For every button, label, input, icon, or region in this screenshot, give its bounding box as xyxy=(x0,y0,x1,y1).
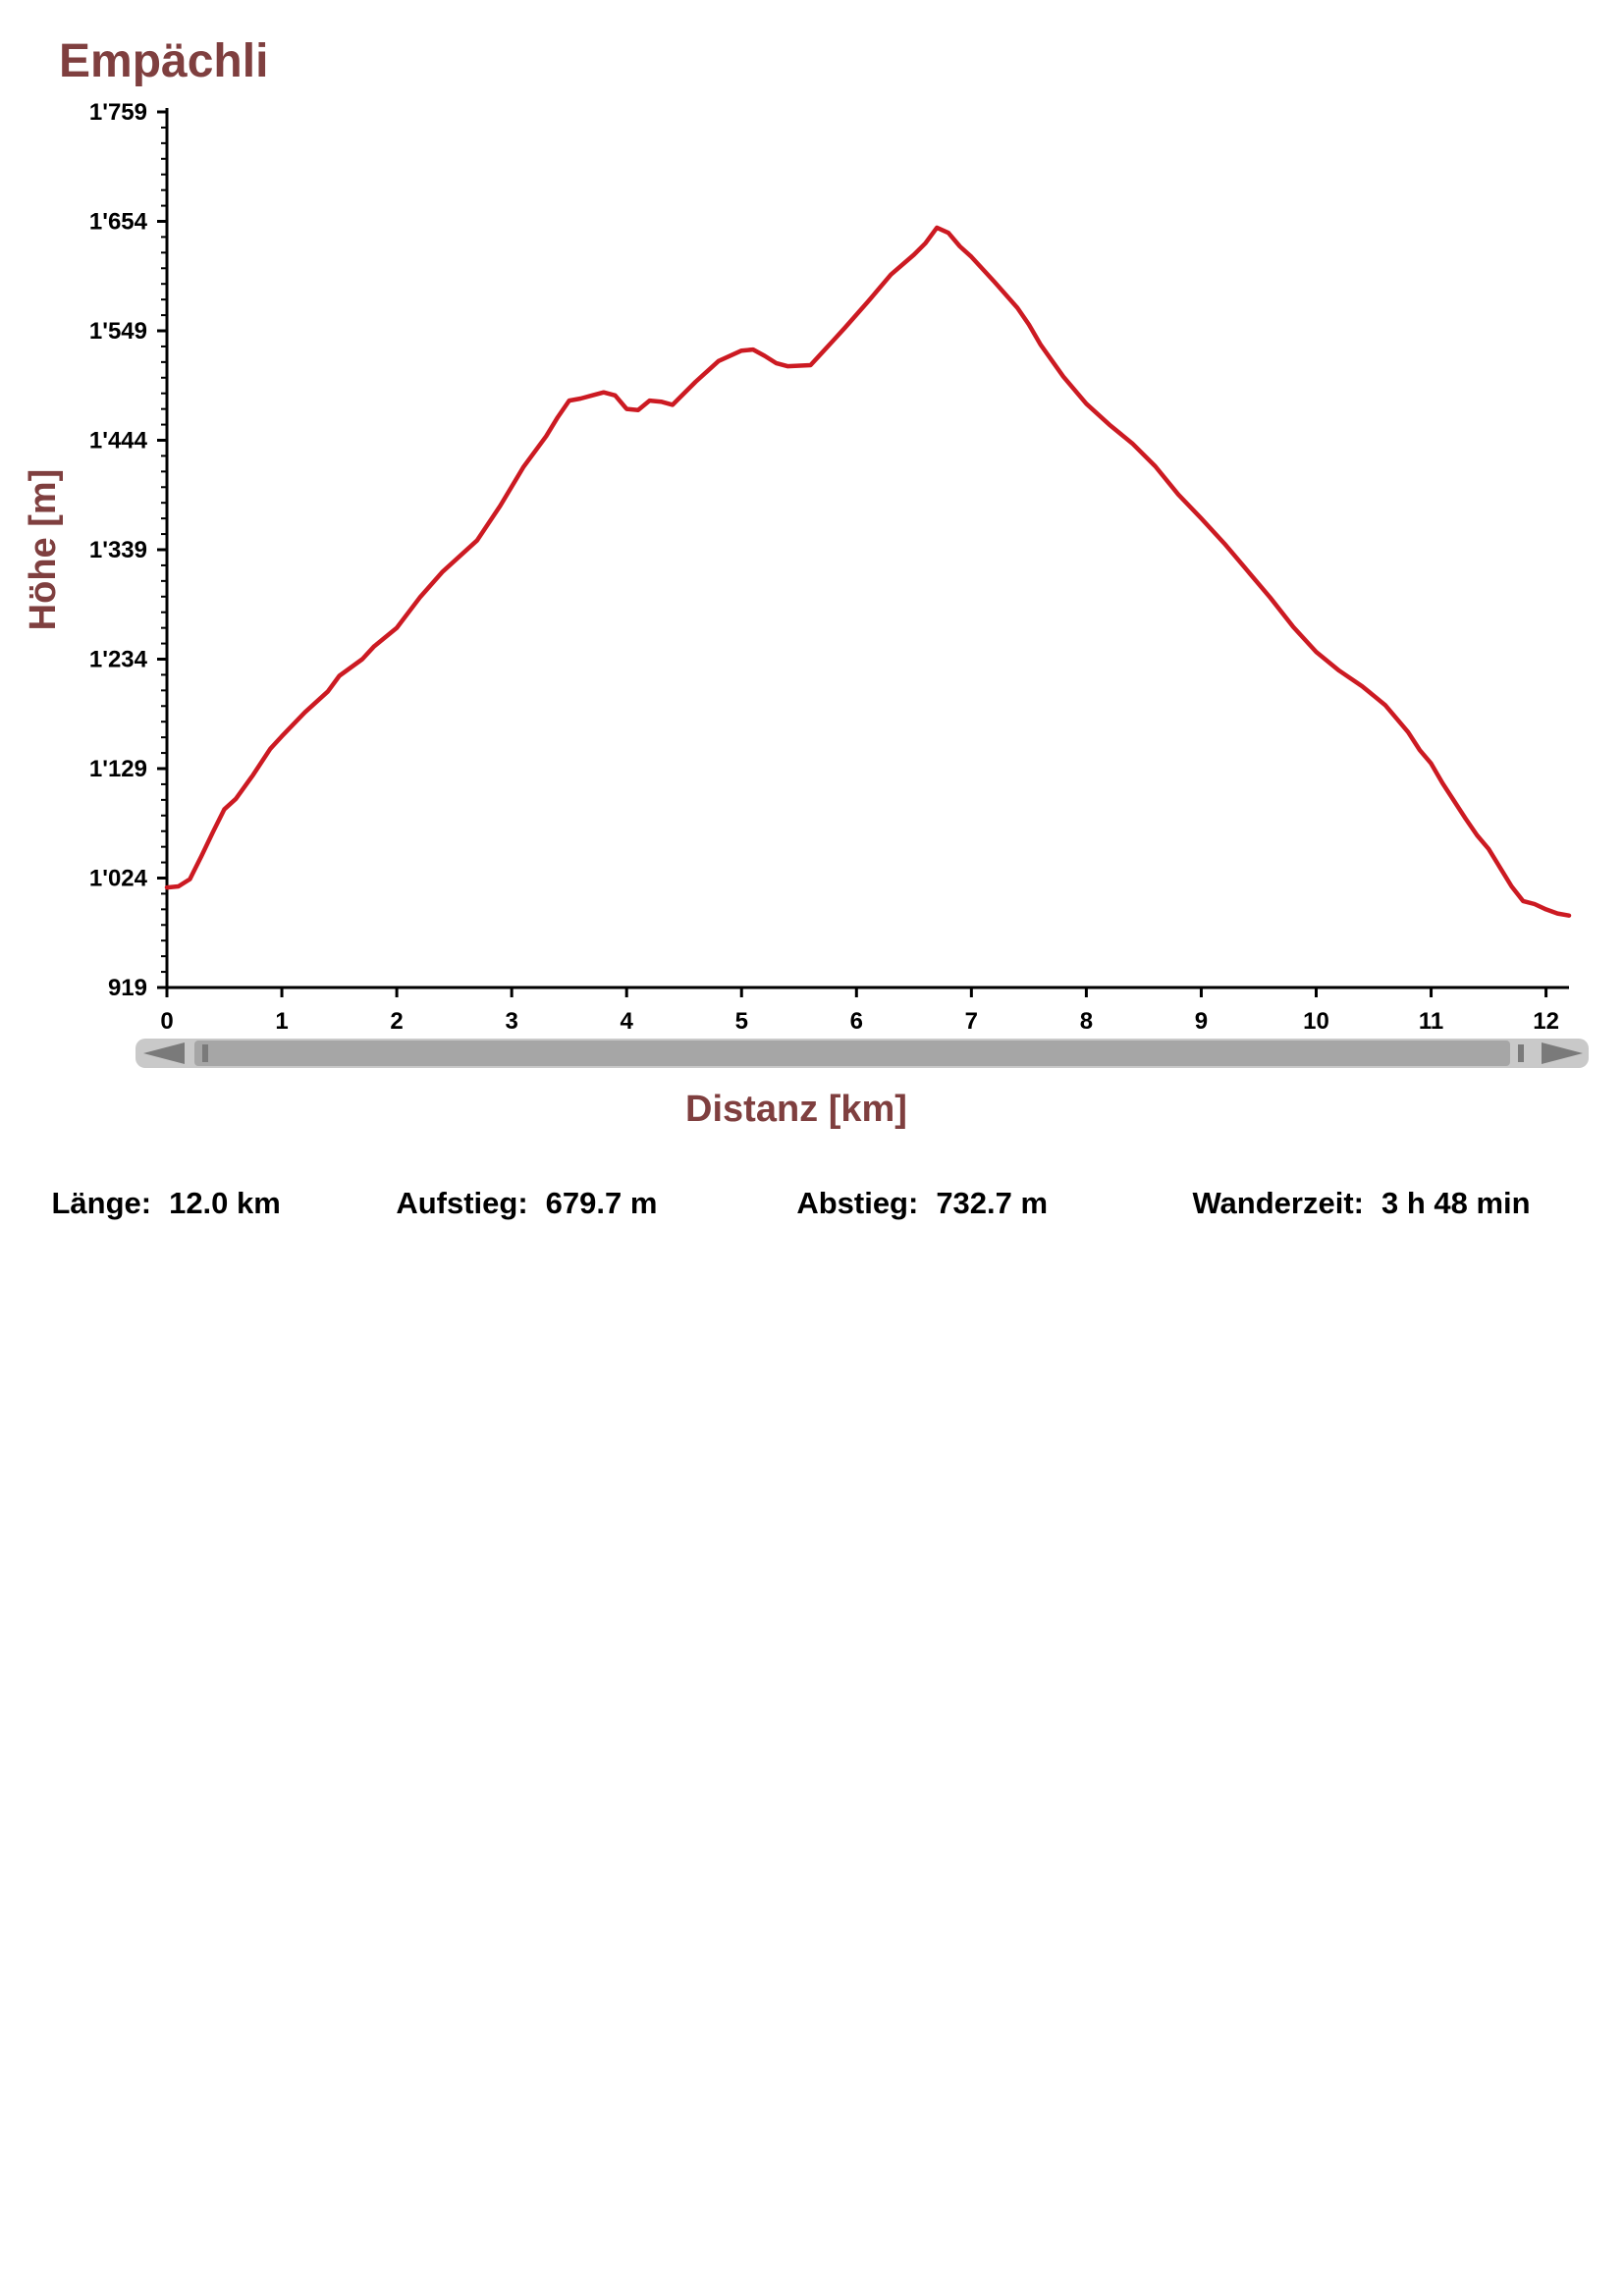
stat-ascent-label: Aufstieg: xyxy=(396,1186,528,1220)
triangle-right-icon[interactable] xyxy=(1542,1042,1583,1064)
x-axis-title: Distanz [km] xyxy=(685,1089,907,1130)
x-tick-label: 4 xyxy=(621,1008,634,1035)
y-tick-label: 1'444 xyxy=(89,428,148,454)
x-tick-label: 5 xyxy=(735,1008,748,1035)
x-axis: 0 1 2 3 4 5 6 7 8 9 10 11 12 xyxy=(160,988,1559,1035)
elevation-profile-line xyxy=(164,225,1572,918)
series-layer xyxy=(164,225,1572,918)
route-stats: Länge: 12.0 km Aufstieg: 679.7 m Abstieg: 7… xyxy=(0,1150,1624,1220)
y-tick-label: 1'759 xyxy=(89,99,147,126)
x-tick-label: 12 xyxy=(1533,1008,1559,1035)
stat-descent-value: 732.7 m xyxy=(936,1186,1049,1220)
y-tick-label: 919 xyxy=(108,975,147,1001)
x-tick-label: 3 xyxy=(505,1008,517,1035)
stat-descent-label: Abstieg: xyxy=(796,1186,919,1220)
y-axis-title: Höhe [m] xyxy=(23,469,64,631)
x-tick-label: 10 xyxy=(1303,1008,1329,1035)
scrollbar[interactable] xyxy=(135,1039,1589,1068)
x-tick-label: 6 xyxy=(850,1008,863,1035)
scrollbar-thumb[interactable] xyxy=(194,1041,1510,1066)
y-tick-label: 1'339 xyxy=(89,537,147,563)
y-tick-label: 1'129 xyxy=(89,756,147,782)
stat-time-label: Wanderzeit: xyxy=(1192,1186,1364,1220)
chart-title: Empächli xyxy=(59,35,268,87)
x-tick-label: 0 xyxy=(160,1008,173,1035)
x-tick-label: 9 xyxy=(1195,1008,1208,1035)
triangle-left-icon[interactable] xyxy=(143,1042,185,1064)
y-tick-label: 1'234 xyxy=(89,647,148,673)
stat-ascent-value: 679.7 m xyxy=(545,1186,658,1220)
scrollbar-grip-right[interactable] xyxy=(1518,1044,1524,1062)
x-tick-label: 2 xyxy=(390,1008,403,1035)
y-tick-label: 1'024 xyxy=(89,866,148,892)
stat-length-value: 12.0 km xyxy=(169,1186,281,1220)
stat-length-label: Länge: xyxy=(51,1186,152,1220)
x-tick-label: 11 xyxy=(1419,1008,1443,1035)
chart-axes xyxy=(165,108,1569,989)
y-tick-label: 1'549 xyxy=(89,318,147,345)
x-tick-label: 1 xyxy=(275,1008,288,1035)
x-tick-label: 7 xyxy=(965,1008,978,1035)
y-tick-label: 1'654 xyxy=(89,209,148,236)
stat-time-value: 3 h 48 min xyxy=(1380,1186,1531,1220)
stat-length: Länge: 12.0 km xyxy=(18,1150,281,1256)
x-tick-label: 8 xyxy=(1080,1008,1093,1035)
stat-descent: Abstieg: 732.7 m xyxy=(764,1150,1048,1256)
stat-hiking-time: Wanderzeit: 3 h 48 min xyxy=(1159,1150,1531,1256)
y-axis: 919 1'024 1'129 1'234 1'339 1'444 1'549 1'654 1'… xyxy=(89,99,167,1001)
stat-ascent: Aufstieg: 679.7 m xyxy=(363,1150,657,1256)
scrollbar-grip-left[interactable] xyxy=(202,1044,208,1062)
